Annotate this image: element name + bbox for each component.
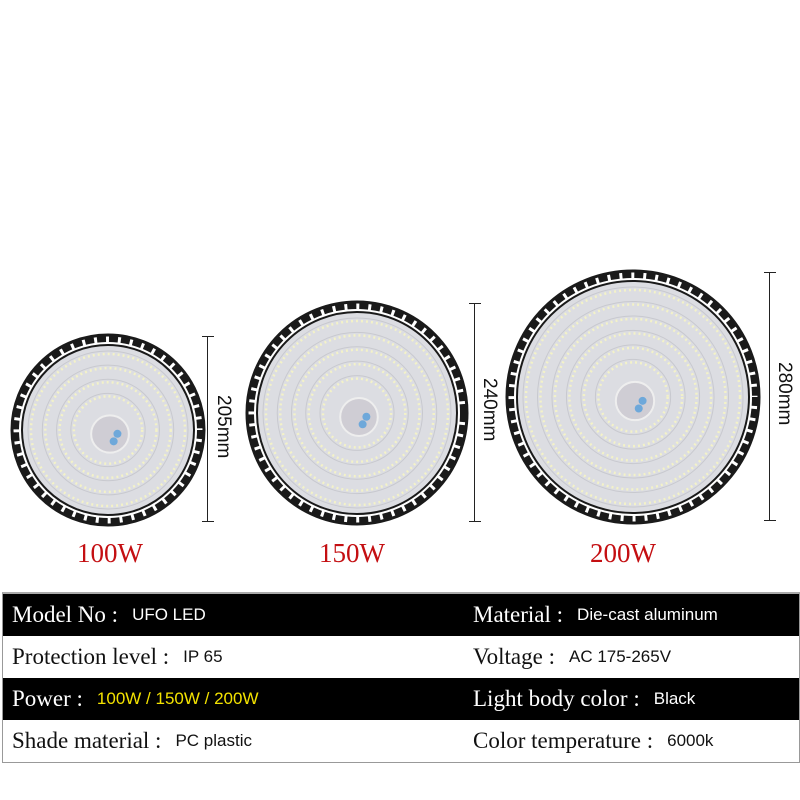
spec-value: 6000k xyxy=(667,731,714,750)
diameter-label-200w: 280mm xyxy=(774,362,795,426)
led-ring-track xyxy=(276,331,438,495)
spec-value: IP 65 xyxy=(183,647,223,666)
led-ring-track xyxy=(290,346,424,480)
led-ring-track xyxy=(27,350,189,510)
led-ring xyxy=(58,380,158,480)
driver-center xyxy=(90,414,130,454)
lamp-200w-image xyxy=(505,269,761,525)
spec-value: PC plastic xyxy=(175,731,252,750)
spec-row: Shade material : PC plastic Color tempera… xyxy=(3,720,799,762)
led-ring-track xyxy=(551,315,715,479)
led-ring xyxy=(72,395,144,465)
led-ring xyxy=(293,348,421,478)
led-ring-track xyxy=(565,329,701,465)
led-ring-track xyxy=(305,360,409,466)
driver-center xyxy=(339,397,379,437)
connector-icon xyxy=(113,429,122,438)
led-ring xyxy=(582,346,684,448)
power-label-150w: 150W xyxy=(319,538,385,568)
spec-value: Die-cast aluminum xyxy=(577,605,718,624)
spec-label: Model No : xyxy=(12,602,119,627)
heatsink-fins xyxy=(508,272,758,522)
led-ring xyxy=(321,377,393,449)
connector-icon xyxy=(109,437,118,446)
spec-label: Protection level : xyxy=(12,644,170,669)
led-ring-track xyxy=(56,378,160,482)
led-ring xyxy=(524,288,742,506)
power-label-100w: 100W xyxy=(77,538,143,568)
led-ring xyxy=(539,303,727,491)
spec-row: Model No : UFO LED Material : Die-cast alu… xyxy=(3,594,799,636)
led-ring-track xyxy=(580,344,686,450)
power-label-200w: 200W xyxy=(590,538,656,568)
led-ring xyxy=(568,332,698,462)
diameter-label-150w: 240mm xyxy=(479,378,500,442)
spec-table: Model No : UFO LED Material : Die-cast alu… xyxy=(2,592,800,763)
spec-label: Color temperature : xyxy=(473,728,654,753)
led-ring-track xyxy=(536,300,730,494)
lamp-150w-image xyxy=(245,300,469,526)
dimension-line-150w xyxy=(469,303,481,522)
spec-label: Light body color : xyxy=(473,686,640,711)
spec-label: Shade material : xyxy=(12,728,162,753)
connector-icon xyxy=(362,412,371,421)
led-ring xyxy=(553,317,713,477)
led-ring-track xyxy=(522,286,744,508)
led-ring-track xyxy=(594,358,672,436)
connector-icon xyxy=(638,396,647,405)
heatsink-fins xyxy=(13,336,203,524)
led-ring xyxy=(278,334,436,492)
diameter-label-100w: 205mm xyxy=(213,395,234,459)
dimension-line-100w xyxy=(202,336,214,522)
led-ring xyxy=(264,319,450,507)
led-ring-track xyxy=(41,364,175,496)
spec-row: Power : 100W / 150W / 200W Light body col… xyxy=(3,678,799,720)
dimension-line-200w xyxy=(764,272,776,521)
spec-value: AC 175-265V xyxy=(568,647,672,666)
led-ring xyxy=(597,361,669,433)
lamp-100w-image xyxy=(10,333,206,527)
connector-icon xyxy=(634,404,643,413)
spec-value: 100W / 150W / 200W xyxy=(96,689,259,708)
spec-label: Voltage : xyxy=(473,644,555,669)
led-ring xyxy=(29,352,187,508)
led-ring-track xyxy=(262,317,452,509)
driver-center xyxy=(614,380,656,422)
spec-label: Power : xyxy=(12,686,83,711)
connector-icon xyxy=(358,420,367,429)
spec-value: Black xyxy=(653,689,696,708)
spec-row: Protection level : IP 65 Voltage : AC 175-… xyxy=(3,636,799,678)
led-ring xyxy=(44,366,172,494)
led-ring xyxy=(307,362,407,464)
heatsink-fins xyxy=(248,303,466,523)
spec-label: Material : xyxy=(473,602,564,627)
led-ring-track xyxy=(70,392,146,468)
led-ring-track xyxy=(319,375,395,451)
spec-value: UFO LED xyxy=(132,605,206,624)
